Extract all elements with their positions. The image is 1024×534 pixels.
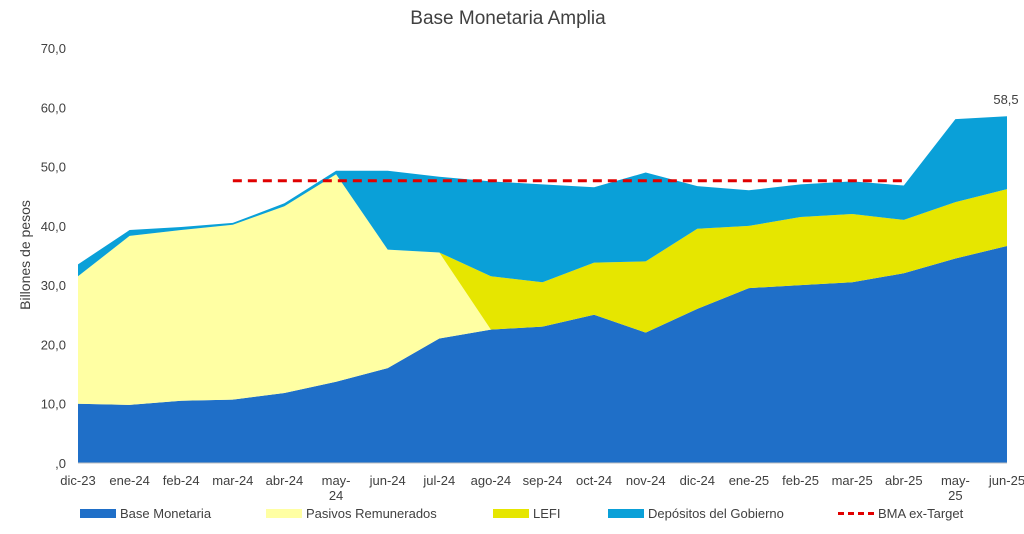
x-axis-ticks: dic-23 ene-24 feb-24 mar-24 abr-24 may-24jun-… xyxy=(60,473,1024,500)
x-tick-label: oct-24 xyxy=(576,473,612,488)
x-tick-label: sep-24 xyxy=(523,473,563,488)
y-tick-label: 40,0 xyxy=(41,219,66,234)
x-tick-label-line2: 25 xyxy=(948,488,962,500)
x-tick-label-line2: 24 xyxy=(329,488,343,500)
area-series-2 xyxy=(78,174,1007,333)
x-tick-label: ene-25 xyxy=(729,473,769,488)
legend-item-pasivos-remunerados: Pasivos Remunerados xyxy=(266,506,437,521)
legend-swatch xyxy=(493,509,529,518)
y-axis-label: Billones de pesos xyxy=(17,200,33,310)
x-tick-label: jun-24 xyxy=(369,473,406,488)
x-tick-label: mar-25 xyxy=(832,473,873,488)
y-tick-label: ,0 xyxy=(55,456,66,471)
legend-item-bma-ex-target: BMA ex-Target xyxy=(838,506,963,521)
value-annotation: 58,5 xyxy=(993,92,1018,107)
y-tick-label: 30,0 xyxy=(41,278,66,293)
x-tick-label: ene-24 xyxy=(109,473,149,488)
x-tick-label: may- xyxy=(941,473,970,488)
x-tick-label: jun-25 xyxy=(988,473,1024,488)
x-tick-label: may- xyxy=(322,473,351,488)
area-series-1 xyxy=(78,174,1007,405)
y-tick-label: 10,0 xyxy=(41,397,66,412)
legend-item-lefi: LEFI xyxy=(493,506,560,521)
x-tick-label: abr-24 xyxy=(266,473,304,488)
area-series-3 xyxy=(78,116,1007,283)
y-tick-label: 70,0 xyxy=(41,41,66,56)
y-tick-label: 60,0 xyxy=(41,100,66,115)
plot-area xyxy=(78,116,1007,463)
legend-label: Pasivos Remunerados xyxy=(306,506,437,521)
legend-label: LEFI xyxy=(533,506,561,521)
x-tick-label: ago-24 xyxy=(471,473,511,488)
legend-swatch xyxy=(266,509,302,518)
x-tick-label: feb-24 xyxy=(163,473,200,488)
legend-swatch xyxy=(608,509,644,518)
legend-dash xyxy=(838,512,874,515)
x-tick-label: feb-25 xyxy=(782,473,819,488)
y-axis-ticks: ,0 10,0 20,0 30,0 40,0 50,0 60,0 70,0 xyxy=(41,41,66,471)
chart-svg: Base Monetaria Amplia Billones de pesos … xyxy=(17,8,1024,500)
x-tick-label: dic-24 xyxy=(680,473,715,488)
legend-item-base-monetaria: Base Monetaria xyxy=(80,506,211,521)
y-tick-label: 20,0 xyxy=(41,337,66,352)
legend-label: Base Monetaria xyxy=(120,506,212,521)
chart-title: Base Monetaria Amplia xyxy=(410,8,606,29)
x-tick-label: dic-23 xyxy=(60,473,95,488)
x-tick-label: jul-24 xyxy=(422,473,455,488)
x-tick-label: abr-25 xyxy=(885,473,923,488)
area-series-0 xyxy=(78,246,1007,463)
y-tick-label: 50,0 xyxy=(41,160,66,175)
legend: Base Monetaria Pasivos Remunerados LEFI … xyxy=(0,502,1024,528)
legend-item-depositos-gobierno: Depósitos del Gobierno xyxy=(608,506,784,521)
x-tick-label: mar-24 xyxy=(212,473,253,488)
x-tick-label: nov-24 xyxy=(626,473,666,488)
legend-label: BMA ex-Target xyxy=(878,506,964,521)
legend-label: Depósitos del Gobierno xyxy=(648,506,784,521)
legend-swatch xyxy=(80,509,116,518)
